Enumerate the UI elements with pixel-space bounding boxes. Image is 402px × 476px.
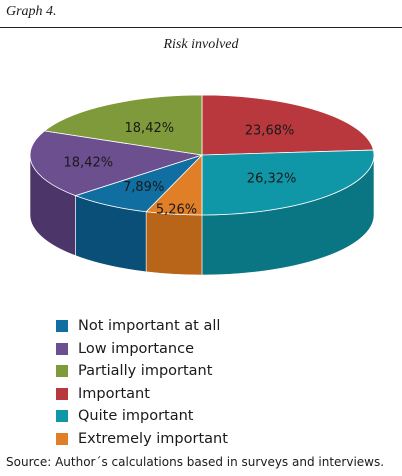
legend-label-3: Important xyxy=(78,385,150,402)
pie-labels: 23,68% 26,32% 5,26% 7,89% 18,42% 18,42% xyxy=(64,121,297,217)
slice-label-5: 5,26% xyxy=(156,202,197,217)
pie-slice-4 xyxy=(201,149,375,216)
legend-swatch-1 xyxy=(56,342,68,355)
legend-swatch-4 xyxy=(56,410,68,423)
pie-tops xyxy=(29,94,375,216)
legend-item-4: Quite important xyxy=(56,405,228,428)
legend-label-1: Low importance xyxy=(78,340,195,357)
legend-item-0: Not important at all xyxy=(56,315,228,338)
pie-slice-2 xyxy=(43,94,203,156)
legend-swatch-3 xyxy=(56,387,68,400)
graph-label: Graph 4. xyxy=(6,4,57,19)
legend-swatch-2 xyxy=(56,365,68,378)
legend-label-2: Partially important xyxy=(78,363,213,380)
legend-item-2: Partially important xyxy=(56,360,228,383)
source-note: Source: Author´s calculations based in s… xyxy=(6,455,385,469)
slice-label-1: 18,42% xyxy=(64,156,114,171)
slice-label-3: 23,68% xyxy=(245,123,295,138)
slice-label-2: 18,42% xyxy=(125,121,175,136)
top-divider xyxy=(0,27,402,28)
legend: Not important at all Low importance Partia… xyxy=(56,315,228,450)
legend-item-3: Important xyxy=(56,383,228,406)
slice-label-4: 26,32% xyxy=(247,171,297,186)
legend-label-5: Extremely important xyxy=(78,430,228,447)
pie-sides xyxy=(29,154,375,276)
chart-title: Risk involved xyxy=(163,37,239,52)
pie-slice-3 xyxy=(201,94,374,156)
pie-side-5 xyxy=(145,211,203,276)
legend-label-0: Not important at all xyxy=(78,318,221,335)
legend-label-4: Quite important xyxy=(78,408,194,425)
pie-chart: 23,68% 26,32% 5,26% 7,89% 18,42% 18,42% xyxy=(29,94,375,276)
legend-item-1: Low importance xyxy=(56,338,228,361)
legend-item-5: Extremely important xyxy=(56,428,228,451)
slice-label-0: 7,89% xyxy=(123,180,164,195)
pie-slice-1 xyxy=(29,130,203,197)
legend-swatch-0 xyxy=(56,320,68,333)
legend-swatch-5 xyxy=(56,432,68,445)
